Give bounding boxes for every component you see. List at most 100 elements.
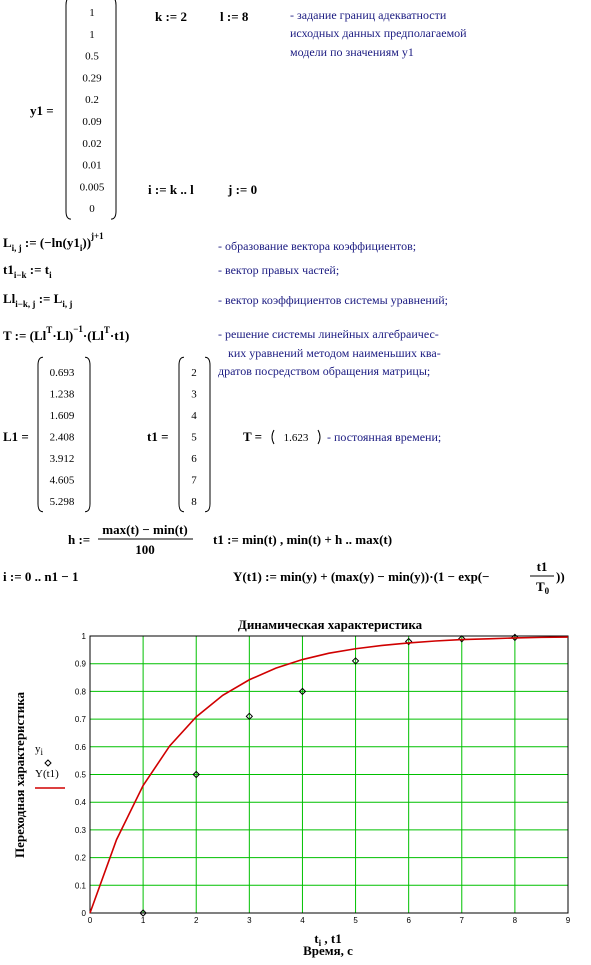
part: y bbox=[35, 743, 41, 755]
denominator: T0 bbox=[536, 579, 550, 596]
parenthesis bbox=[271, 429, 321, 445]
y-tick-label: 0.2 bbox=[75, 854, 87, 863]
matrix-value: 1 bbox=[89, 29, 95, 41]
result: 1.623 bbox=[284, 432, 309, 444]
part: ·(Ll bbox=[83, 328, 104, 343]
matrix-value: 2 bbox=[191, 367, 197, 379]
matrix-value: 5 bbox=[191, 432, 197, 444]
matrix-value: 1.609 bbox=[50, 410, 75, 422]
legend-label: Y(t1) bbox=[35, 768, 59, 780]
definition: l := 8 bbox=[220, 9, 249, 24]
part: t1 bbox=[3, 262, 14, 277]
x-tick-label: 0 bbox=[88, 916, 93, 925]
comment: ких уравнений методом наименьших ква- bbox=[228, 346, 441, 360]
y-tick-label: 0.9 bbox=[75, 660, 87, 669]
matrix-value: 0.005 bbox=[80, 181, 105, 193]
part: ·t1) bbox=[110, 328, 130, 343]
numerator: t1 bbox=[537, 559, 548, 574]
subscript: 0 bbox=[545, 586, 550, 596]
x-tick-label: 9 bbox=[566, 916, 571, 925]
y-tick-label: 0 bbox=[82, 909, 87, 918]
matrix-value: 3 bbox=[191, 389, 197, 401]
x-tick-label: 5 bbox=[353, 916, 358, 925]
y-tick-label: 0.3 bbox=[75, 826, 87, 835]
part: ·Ll) bbox=[52, 328, 73, 343]
x-tick-label: 3 bbox=[247, 916, 252, 925]
comment: - вектор коэффициентов системы уравнений… bbox=[218, 293, 448, 307]
formula: Li, j := (−ln(y1i))j+1 bbox=[3, 231, 104, 253]
superscript: j+1 bbox=[90, 231, 104, 241]
matrix-value: 1 bbox=[89, 7, 95, 19]
part: := bbox=[22, 235, 40, 250]
matrix-value: 7 bbox=[191, 475, 197, 487]
comment: - задание границ адекватности bbox=[290, 8, 447, 22]
matrix-value: 4.605 bbox=[50, 475, 75, 487]
numerator: max(t) − min(t) bbox=[102, 522, 187, 537]
subscript: i bbox=[41, 747, 44, 757]
comment: - образование вектора коэффициентов; bbox=[218, 239, 416, 253]
matrix-value: 0.02 bbox=[82, 138, 101, 150]
comment: модели по значениям y1 bbox=[290, 45, 414, 59]
comment: - решение системы линейных алгебраичес- bbox=[218, 327, 439, 341]
part: := L bbox=[35, 291, 62, 306]
matrix-bracket bbox=[178, 356, 211, 513]
superscript: T bbox=[46, 325, 52, 335]
y-tick-label: 1 bbox=[82, 632, 87, 641]
matrix-value: 0.5 bbox=[85, 51, 99, 63]
matrix-value: 8 bbox=[191, 496, 197, 508]
formula: )) bbox=[556, 569, 565, 584]
label: L1 = bbox=[3, 429, 29, 444]
comment: - вектор правых частей; bbox=[218, 263, 339, 277]
legend-label: yi bbox=[35, 743, 44, 757]
matrix-value: 4 bbox=[191, 410, 197, 422]
x-tick-label: 7 bbox=[460, 916, 465, 925]
comment: - постоянная времени; bbox=[327, 430, 441, 444]
formula: T := (LlT·Ll)−1·(LlT·t1) bbox=[3, 324, 129, 343]
data-point bbox=[139, 909, 147, 917]
y-tick-label: 0.1 bbox=[75, 881, 87, 890]
matrix-value: 0 bbox=[89, 203, 95, 215]
matrix-value: 0.2 bbox=[85, 94, 99, 106]
data-point bbox=[351, 657, 360, 665]
subscript: i bbox=[49, 270, 52, 280]
formula: Lli−k, j := Li, j bbox=[3, 291, 72, 309]
label: y1 = bbox=[30, 103, 54, 118]
x-axis-label: Время, с bbox=[303, 943, 353, 958]
matrix-bracket bbox=[65, 0, 117, 220]
part: t bbox=[314, 931, 319, 946]
x-tick-label: 6 bbox=[406, 916, 411, 925]
y-axis-label: Переходная характеристика bbox=[12, 692, 27, 858]
denominator: 100 bbox=[135, 542, 155, 557]
data-point bbox=[298, 687, 307, 696]
matrix-value: 3.912 bbox=[50, 453, 75, 465]
formula: t1 := min(t) , min(t) + h .. max(t) bbox=[213, 532, 392, 547]
matrix-value: 0.29 bbox=[82, 72, 102, 84]
matrix-value: 0.01 bbox=[82, 160, 101, 172]
matrix-bracket bbox=[37, 356, 91, 513]
data-point bbox=[192, 770, 200, 779]
x-tick-label: 1 bbox=[141, 916, 146, 925]
superscript: −1 bbox=[73, 324, 83, 334]
x-tick-label: 4 bbox=[300, 916, 305, 925]
part: Ll bbox=[3, 291, 16, 306]
subscript: i bbox=[319, 938, 322, 948]
data-point bbox=[511, 633, 519, 642]
definition: k := 2 bbox=[155, 9, 187, 24]
part: := t bbox=[26, 262, 49, 277]
data-point bbox=[245, 712, 254, 721]
matrix-value: 0.09 bbox=[82, 116, 102, 128]
part: , t1 bbox=[321, 931, 342, 946]
x-axis-label: ti , t1 bbox=[314, 931, 341, 948]
y-tick-label: 0.8 bbox=[75, 687, 87, 696]
data-point bbox=[404, 637, 413, 646]
label: T = bbox=[243, 429, 262, 444]
subscript: i, j bbox=[12, 243, 22, 253]
definition: i := k .. l bbox=[148, 182, 194, 197]
part: )) bbox=[82, 235, 91, 250]
formula: i := 0 .. n1 − 1 bbox=[3, 569, 79, 584]
y-tick-label: 0.5 bbox=[75, 771, 87, 780]
data-line bbox=[89, 636, 569, 914]
plot-frame bbox=[89, 635, 569, 914]
y-tick-label: 0.7 bbox=[75, 715, 87, 724]
